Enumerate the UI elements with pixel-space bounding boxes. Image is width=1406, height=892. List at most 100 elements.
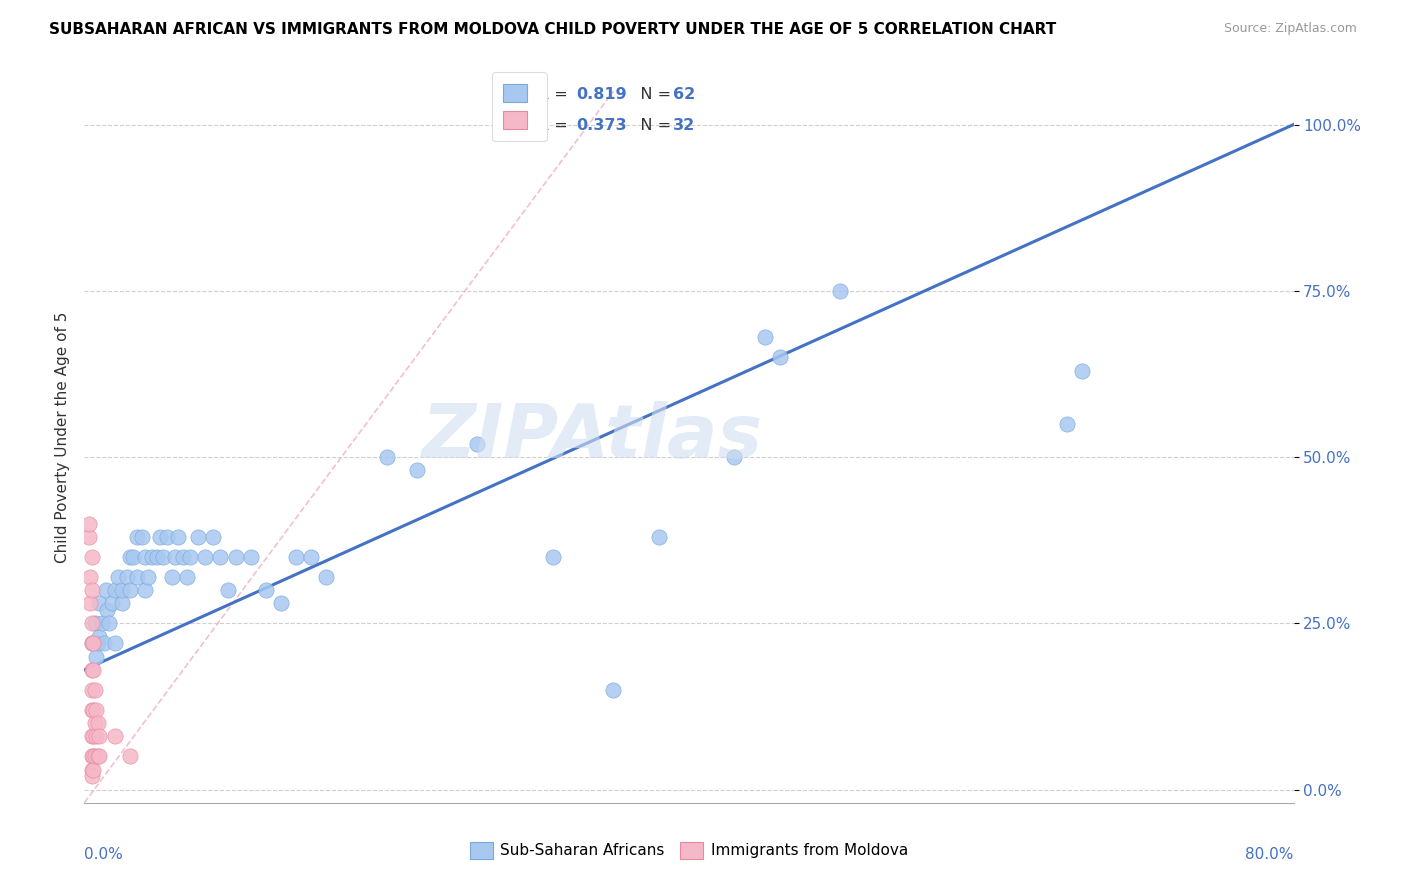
Point xyxy=(167,530,190,544)
Point xyxy=(201,530,224,544)
Point xyxy=(87,749,110,764)
Point xyxy=(80,663,103,677)
Point xyxy=(830,284,852,298)
Text: 0.0%: 0.0% xyxy=(84,847,124,862)
Point xyxy=(217,582,239,597)
Point xyxy=(754,330,776,344)
Point xyxy=(104,729,127,743)
Point xyxy=(1056,417,1078,431)
Point xyxy=(165,549,187,564)
Point xyxy=(104,636,127,650)
Point xyxy=(80,769,103,783)
Point xyxy=(152,549,174,564)
Point xyxy=(89,630,111,644)
Point xyxy=(80,763,103,777)
Point xyxy=(80,616,103,631)
Text: 62: 62 xyxy=(673,87,696,103)
Point xyxy=(111,582,134,597)
Point xyxy=(172,549,194,564)
Point xyxy=(254,582,277,597)
Point xyxy=(104,582,127,597)
Point xyxy=(87,636,110,650)
Point xyxy=(80,703,103,717)
Point xyxy=(127,570,149,584)
Point xyxy=(239,549,262,564)
Point xyxy=(80,636,103,650)
Point xyxy=(79,570,101,584)
Point xyxy=(769,351,792,365)
Point xyxy=(315,570,337,584)
Point xyxy=(121,549,143,564)
Point xyxy=(82,763,104,777)
Point xyxy=(149,530,172,544)
Point xyxy=(87,716,110,731)
Point xyxy=(84,616,107,631)
Point xyxy=(82,703,104,717)
Point xyxy=(648,530,671,544)
Legend: Sub-Saharan Africans, Immigrants from Moldova: Sub-Saharan Africans, Immigrants from Mo… xyxy=(464,836,914,864)
Point xyxy=(115,570,138,584)
Point xyxy=(80,636,103,650)
Point xyxy=(406,463,429,477)
Y-axis label: Child Poverty Under the Age of 5: Child Poverty Under the Age of 5 xyxy=(55,311,70,563)
Point xyxy=(93,636,115,650)
Point xyxy=(299,549,322,564)
Point xyxy=(118,749,141,764)
Point xyxy=(100,596,122,610)
Point xyxy=(84,682,107,697)
Point xyxy=(77,530,100,544)
Point xyxy=(82,663,104,677)
Point xyxy=(179,549,201,564)
Point xyxy=(77,516,100,531)
Point xyxy=(82,636,104,650)
Point xyxy=(141,549,163,564)
Point xyxy=(84,749,107,764)
Text: SUBSAHARAN AFRICAN VS IMMIGRANTS FROM MOLDOVA CHILD POVERTY UNDER THE AGE OF 5 C: SUBSAHARAN AFRICAN VS IMMIGRANTS FROM MO… xyxy=(49,22,1056,37)
Point xyxy=(118,549,141,564)
Point xyxy=(80,729,103,743)
Point xyxy=(1071,363,1094,377)
Point xyxy=(80,549,103,564)
Point xyxy=(146,549,169,564)
Text: N =: N = xyxy=(624,87,676,103)
Point xyxy=(136,570,159,584)
Point xyxy=(285,549,308,564)
Point xyxy=(467,436,489,450)
Point xyxy=(134,549,156,564)
Text: R =: R = xyxy=(538,118,572,133)
Text: 0.373: 0.373 xyxy=(576,118,627,133)
Point xyxy=(225,549,247,564)
Text: 32: 32 xyxy=(673,118,696,133)
Point xyxy=(107,570,129,584)
Text: Source: ZipAtlas.com: Source: ZipAtlas.com xyxy=(1223,22,1357,36)
Point xyxy=(82,729,104,743)
Text: 80.0%: 80.0% xyxy=(1246,847,1294,862)
Point xyxy=(82,749,104,764)
Point xyxy=(79,596,101,610)
Point xyxy=(89,596,111,610)
Point xyxy=(84,716,107,731)
Point xyxy=(111,596,134,610)
Point xyxy=(94,582,117,597)
Point xyxy=(156,530,179,544)
Point xyxy=(134,582,156,597)
Point xyxy=(270,596,292,610)
Point xyxy=(187,530,209,544)
Point xyxy=(723,450,745,464)
Point xyxy=(80,682,103,697)
Point xyxy=(89,729,111,743)
Point xyxy=(541,549,564,564)
Point xyxy=(96,603,118,617)
Point xyxy=(89,749,111,764)
Point xyxy=(91,616,114,631)
Text: 0.819: 0.819 xyxy=(576,87,627,103)
Text: N =: N = xyxy=(624,118,676,133)
Point xyxy=(86,729,108,743)
Point xyxy=(209,549,232,564)
Text: ZIPAtlas: ZIPAtlas xyxy=(422,401,763,474)
Point xyxy=(160,570,183,584)
Point xyxy=(127,530,149,544)
Point xyxy=(194,549,217,564)
Point xyxy=(176,570,198,584)
Point xyxy=(375,450,398,464)
